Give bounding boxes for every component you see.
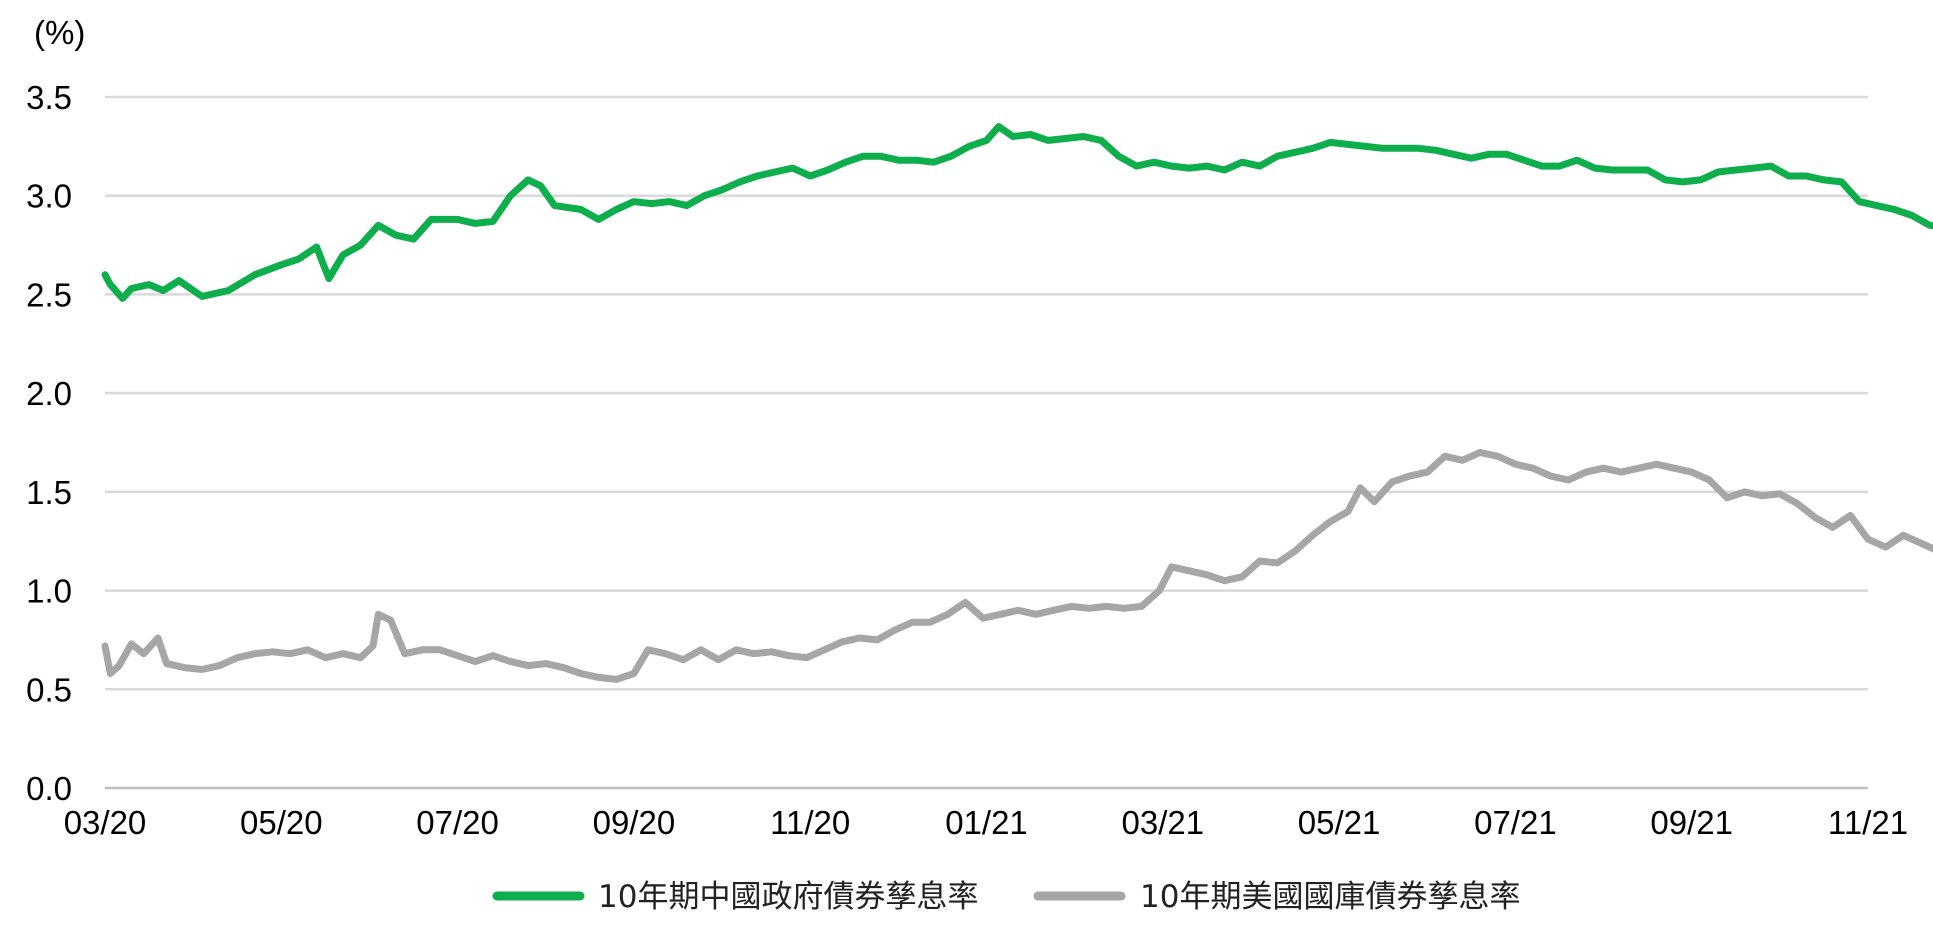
china-yield-line bbox=[101, 123, 1933, 302]
x-tick-label: 07/21 bbox=[1474, 804, 1557, 841]
x-tick-label: 05/21 bbox=[1298, 804, 1381, 841]
y-tick-label: 3.5 bbox=[26, 79, 72, 116]
x-axis-ticks: 03/20 05/20 07/20 09/20 11/20 01/21 03/21 05/21… bbox=[64, 804, 1908, 841]
y-tick-label: 0.5 bbox=[26, 671, 72, 708]
y-tick-label: 0.0 bbox=[26, 770, 72, 807]
legend-label: 10年期美國國庫債券孳息率 bbox=[1140, 879, 1520, 915]
x-tick-label: 11/20 bbox=[770, 804, 850, 841]
y-axis-unit-label: (%) bbox=[34, 14, 85, 51]
x-tick-label: 03/20 bbox=[64, 804, 147, 841]
legend-label: 10年期中國政府債券孳息率 bbox=[598, 879, 978, 915]
y-tick-label: 2.5 bbox=[26, 276, 72, 313]
legend: 10年期中國政府債券孳息率 10年期美國國庫債券孳息率 bbox=[492, 879, 1520, 915]
x-tick-label: 09/20 bbox=[593, 804, 676, 841]
x-tick-label: 01/21 bbox=[945, 804, 1028, 841]
y-tick-label: 1.0 bbox=[26, 573, 72, 610]
x-tick-label: 05/20 bbox=[240, 804, 323, 841]
series-lines bbox=[101, 123, 1933, 683]
y-axis-ticks: 0.0 0.5 1.0 1.5 2.0 2.5 3.0 3.5 bbox=[26, 79, 72, 807]
y-tick-label: 3.0 bbox=[26, 178, 72, 215]
y-tick-label: 2.0 bbox=[26, 375, 72, 412]
y-tick-label: 1.5 bbox=[26, 474, 72, 511]
x-tick-label: 09/21 bbox=[1650, 804, 1733, 841]
x-tick-label: 03/21 bbox=[1122, 804, 1205, 841]
x-tick-label: 11/21 bbox=[1828, 804, 1908, 841]
x-tick-label: 07/20 bbox=[416, 804, 499, 841]
gridlines bbox=[105, 95, 1868, 691]
us-yield-line bbox=[101, 448, 1933, 683]
